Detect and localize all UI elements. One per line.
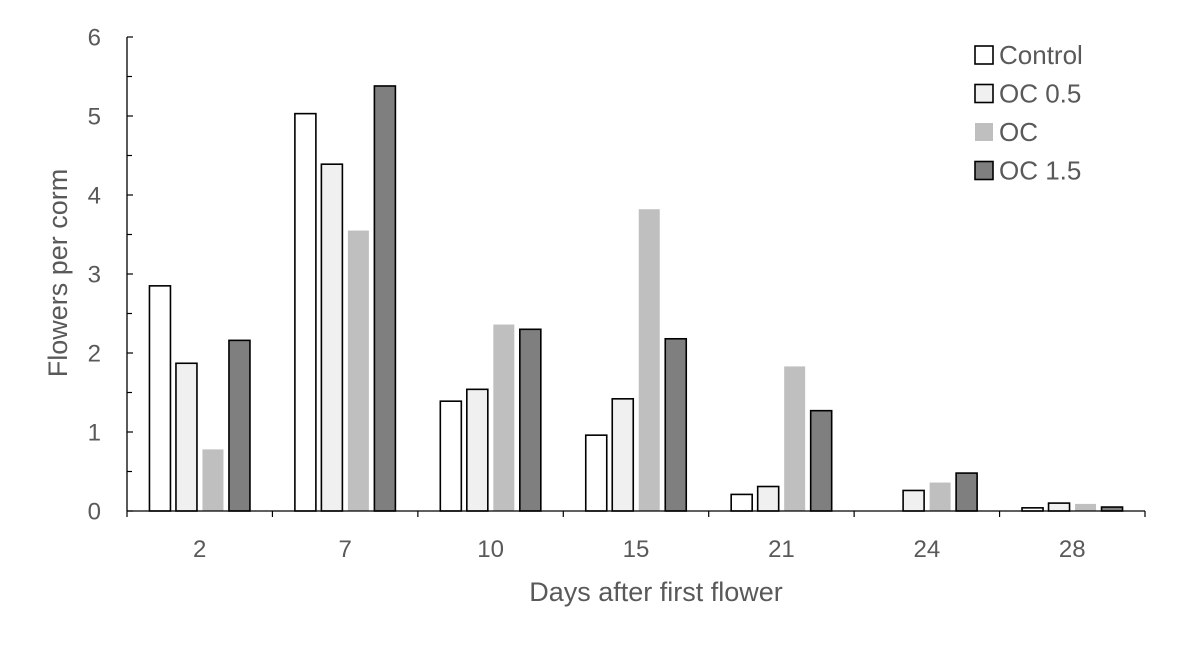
x-axis-title: Days after first flower: [529, 577, 783, 607]
y-tick-label: 4: [88, 183, 101, 210]
legend-label-oc: OC: [999, 117, 1038, 147]
legend-swatch-control: [974, 45, 994, 65]
x-tick-label: 2: [193, 536, 206, 563]
bar-oc-day-24: [929, 482, 951, 511]
y-tick-label: 6: [88, 25, 101, 52]
x-tick-label: 28: [1059, 536, 1086, 563]
legend-label-oc-1.5: OC 1.5: [999, 156, 1081, 186]
bars: [148, 85, 1124, 512]
bar-oc-day-7: [347, 230, 369, 512]
y-tick-label: 0: [88, 499, 101, 526]
bar-control-day-15: [584, 434, 608, 512]
bar-oc-1.5-day-21: [809, 409, 833, 512]
y-tick-label: 3: [88, 262, 101, 289]
x-tick-label: 10: [477, 536, 504, 563]
bar-oc-1.5-day-15: [664, 337, 688, 512]
bar-oc-1.5-day-24: [955, 472, 978, 512]
bar-oc-1.5-day-7: [373, 85, 397, 512]
y-axis-title: Flowers per corm: [43, 169, 73, 378]
legend-label-control: Control: [999, 40, 1083, 70]
y-tick-label: 5: [88, 104, 101, 131]
bar-control-day-10: [439, 400, 463, 512]
bar-control-day-2: [148, 285, 172, 512]
bar-oc-0.5-day-24: [902, 489, 925, 512]
y-tick-label: 1: [88, 420, 101, 447]
bar-oc-day-2: [202, 449, 224, 511]
bar-oc-0.5-day-21: [756, 485, 780, 512]
bar-oc-0.5-day-15: [611, 398, 635, 512]
bar-control-day-21: [730, 493, 753, 512]
x-tick-label: 7: [338, 536, 351, 563]
bar-oc-1.5-day-10: [519, 328, 542, 512]
legend: Control OC 0.5 OC OC 1.5: [974, 40, 1083, 186]
bar-oc-0.5-day-7: [320, 163, 344, 512]
x-tick-label: 21: [768, 536, 795, 563]
y-tick-label: 2: [88, 341, 101, 368]
bar-oc-1.5-day-2: [228, 339, 251, 512]
legend-swatch-oc-0.5: [974, 83, 994, 104]
bar-oc-day-28: [1075, 503, 1097, 511]
x-tick-label: 15: [623, 536, 650, 563]
legend-label-oc-0.5: OC 0.5: [999, 79, 1081, 109]
bar-oc-0.5-day-10: [466, 388, 489, 512]
bar-oc-0.5-day-2: [175, 362, 198, 512]
axes: [126, 36, 1146, 517]
legend-swatch-oc: [975, 123, 993, 141]
bar-oc-0.5-day-28: [1047, 502, 1071, 512]
x-tick-label: 24: [914, 536, 941, 563]
tick-labels: 0 1 2 3 4 5 6 2 7 10 15 21 24 28: [88, 25, 1086, 564]
bar-oc-day-21: [784, 366, 806, 511]
bar-oc-day-10: [493, 324, 515, 511]
legend-swatch-oc-1.5: [974, 160, 994, 181]
bar-control-day-7: [294, 112, 317, 512]
bar-oc-day-15: [638, 209, 660, 511]
